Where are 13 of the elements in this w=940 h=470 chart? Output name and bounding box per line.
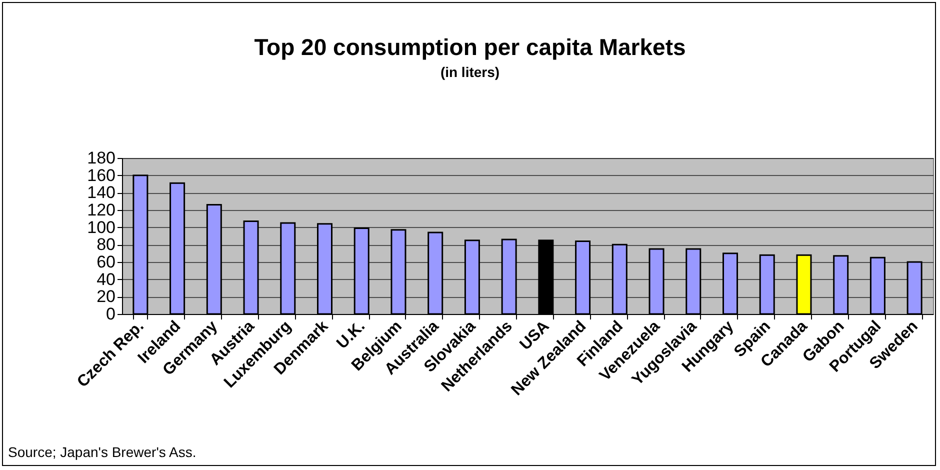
source-note: Source; Japan's Brewer's Ass.: [8, 444, 196, 460]
y-tick-label: 140: [87, 183, 116, 202]
y-tick-label: 80: [96, 235, 116, 254]
y-tick-label: 40: [96, 270, 116, 289]
y-tick-label: 120: [87, 200, 116, 220]
y-tick-label: 100: [87, 218, 116, 237]
chart-title: Top 20 consumption per capita Markets: [253, 34, 687, 61]
y-tick-label: 180: [87, 148, 116, 168]
y-tick-label: 20: [96, 287, 116, 306]
chart-subtitle: (in liters): [439, 64, 501, 80]
y-tick-label: 60: [96, 252, 116, 272]
y-tick-label: 0: [106, 304, 116, 324]
y-tick-label: 160: [87, 166, 116, 185]
